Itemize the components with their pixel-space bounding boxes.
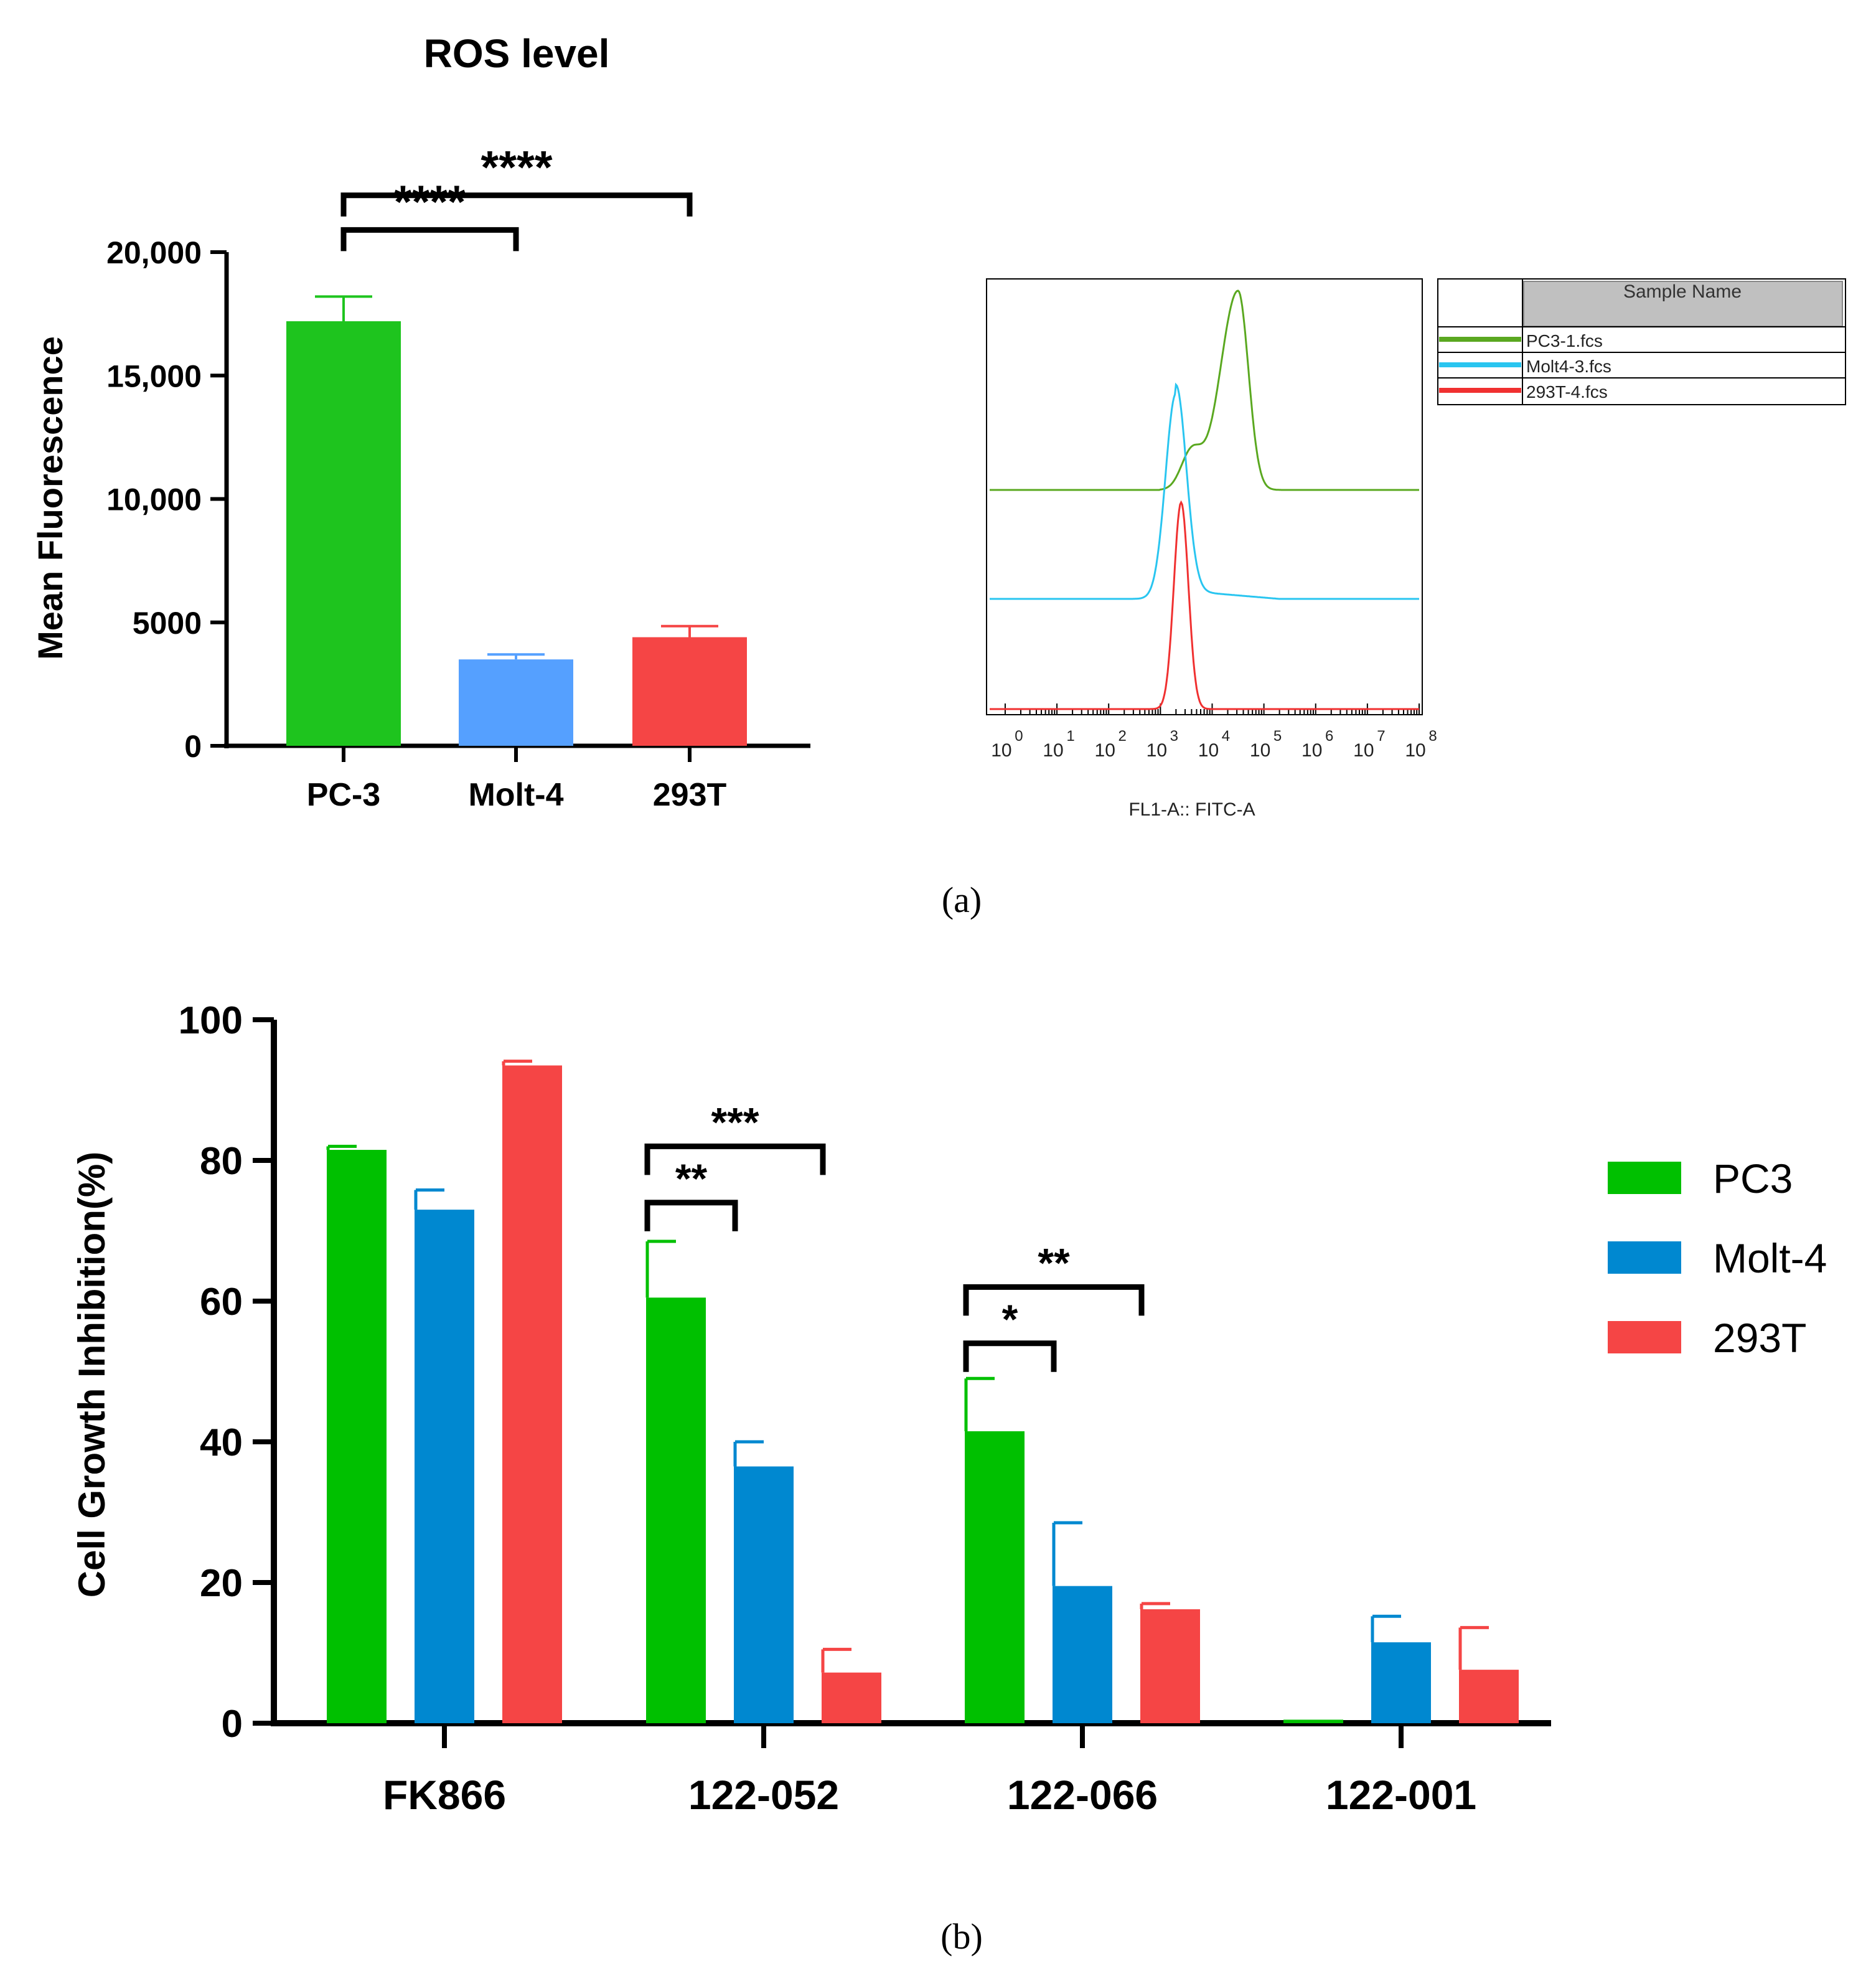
- growth-legend-swatch-molt-4: [1608, 1241, 1681, 1274]
- histogram-curve-pc3-1-fcs: [990, 289, 1419, 491]
- growth-inhibition-chart: Cell Growth Inhibition(%) 0 20 40 60 80 100 FK…: [71, 999, 1827, 1818]
- growth-bar-122-001-molt-4: [1371, 1642, 1431, 1723]
- flow-cytometry-histogram: FL1-A:: FITC-A Sample Name 1001011021031…: [986, 278, 1846, 820]
- histogram-x-tick-label-exponent: 6: [1325, 728, 1333, 745]
- ros-significance-bracket: [340, 227, 519, 252]
- histogram-x-tick-label-base: 10: [1147, 740, 1167, 761]
- ros-significance-label: ****: [394, 176, 466, 227]
- histogram-x-tick-label-exponent: 7: [1377, 728, 1385, 745]
- legend-entry-293t-4-fcs: 293T-4.fcs: [1526, 382, 1608, 402]
- ros-y-tick-label: 5000: [133, 606, 202, 641]
- histogram-x-tick-label-base: 10: [1250, 740, 1270, 761]
- growth-legend-label-293t: 293T: [1713, 1315, 1806, 1361]
- ros-y-tick-label: 0: [184, 729, 202, 764]
- ros-bar-293t: [632, 637, 747, 746]
- ros-x-tick-label-293t: 293T: [653, 777, 727, 813]
- growth-y-tick-label: 80: [200, 1140, 243, 1183]
- histogram-x-tick-label-exponent: 5: [1273, 728, 1282, 745]
- ros-level-chart: ROS level Mean Fluorescence 0 5000 10,000 1…: [30, 31, 810, 813]
- ros-significance-label: ****: [481, 141, 552, 193]
- caption-b: (b): [940, 1916, 983, 1957]
- growth-bar-122-066-molt-4: [1053, 1586, 1112, 1723]
- growth-y-tick-label: 20: [200, 1562, 243, 1605]
- legend-header-cell: [1523, 281, 1843, 327]
- growth-y-tick-label: 0: [222, 1703, 243, 1746]
- growth-bar-122-001-293t: [1459, 1670, 1519, 1723]
- growth-significance-label: **: [675, 1155, 708, 1202]
- growth-bar-fk866-molt-4: [415, 1210, 474, 1723]
- growth-bar-122-066-293t: [1140, 1609, 1200, 1723]
- ros-x-tick-label-pc-3: PC-3: [307, 777, 380, 813]
- ros-x-tick-label-molt-4: Molt-4: [468, 777, 563, 813]
- growth-legend-swatch-pc3: [1608, 1162, 1681, 1194]
- histogram-x-tick-label-exponent: 4: [1222, 728, 1230, 745]
- histogram-x-tick-label-base: 10: [991, 740, 1011, 761]
- histogram-curve-293t-4-fcs: [990, 500, 1419, 710]
- histogram-x-tick-label-exponent: 3: [1170, 728, 1178, 745]
- growth-x-tick-label-122-052: 122-052: [688, 1772, 839, 1818]
- growth-bar-122-052-molt-4: [734, 1466, 794, 1723]
- ros-y-tick-label: 15,000: [106, 359, 202, 393]
- growth-significance-bracket: [963, 1284, 1145, 1316]
- growth-legend-label-molt-4: Molt-4: [1713, 1235, 1827, 1281]
- growth-legend-swatch-293t: [1608, 1321, 1681, 1353]
- growth-significance-label: **: [1038, 1239, 1070, 1286]
- growth-significance-bracket: [644, 1143, 826, 1175]
- growth-y-tick-label: 60: [200, 1281, 243, 1324]
- histogram-x-tick-label-base: 10: [1405, 740, 1425, 761]
- growth-bar-fk866-pc3: [327, 1150, 387, 1723]
- histogram-x-axis-label: FL1-A:: FITC-A: [1128, 799, 1255, 820]
- ros-y-tick-label: 10,000: [106, 482, 202, 517]
- growth-significance-label: ***: [711, 1099, 759, 1145]
- growth-y-tick-label: 40: [200, 1421, 243, 1464]
- histogram-x-tick-label-exponent: 0: [1015, 728, 1023, 745]
- growth-significance-label: *: [1002, 1296, 1018, 1342]
- growth-bar-122-001-pc3: [1283, 1719, 1343, 1723]
- growth-bar-122-052-293t: [822, 1672, 881, 1723]
- caption-a: (a): [942, 880, 982, 920]
- histogram-x-tick-label-exponent: 2: [1119, 728, 1127, 745]
- legend-table-frame: [1437, 278, 1846, 405]
- histogram-x-tick-label-base: 10: [1198, 740, 1219, 761]
- histogram-curve-molt4-3-fcs: [990, 382, 1419, 600]
- growth-bar-122-052-pc3: [646, 1297, 706, 1723]
- growth-bar-122-066-pc3: [965, 1431, 1025, 1723]
- ros-y-tick-label: 20,000: [106, 235, 202, 270]
- growth-x-tick-label-fk866: FK866: [383, 1772, 506, 1818]
- ros-bar-pc-3: [286, 321, 401, 746]
- legend-header-text: Sample Name: [1623, 281, 1742, 302]
- histogram-x-tick-label-exponent: 8: [1428, 728, 1437, 745]
- legend-entry-pc3-1-fcs: PC3-1.fcs: [1526, 331, 1603, 350]
- growth-y-tick-label: 100: [179, 999, 243, 1042]
- ros-chart-y-axis-label: Mean Fluorescence: [30, 336, 70, 660]
- histogram-legend: Sample Name: [1437, 278, 1846, 405]
- ros-chart-title: ROS level: [424, 31, 610, 76]
- legend-entry-molt4-3-fcs: Molt4-3.fcs: [1526, 357, 1611, 376]
- growth-legend-label-pc3: PC3: [1713, 1155, 1793, 1202]
- histogram-x-tick-label-base: 10: [1353, 740, 1374, 761]
- growth-x-tick-label-122-001: 122-001: [1326, 1772, 1476, 1818]
- histogram-x-tick-label-exponent: 1: [1066, 728, 1074, 745]
- growth-bar-fk866-293t: [502, 1065, 562, 1723]
- histogram-x-tick-label-base: 10: [1095, 740, 1115, 761]
- histogram-x-tick-label-base: 10: [1301, 740, 1322, 761]
- growth-x-tick-label-122-066: 122-066: [1007, 1772, 1158, 1818]
- ros-bar-molt-4: [459, 659, 573, 746]
- growth-significance-bracket: [644, 1200, 738, 1231]
- growth-chart-y-axis-label: Cell Growth Inhibition(%): [71, 1152, 113, 1598]
- ros-significance-bracket: [340, 192, 693, 217]
- growth-significance-bracket: [963, 1340, 1057, 1372]
- histogram-x-tick-label-base: 10: [1043, 740, 1063, 761]
